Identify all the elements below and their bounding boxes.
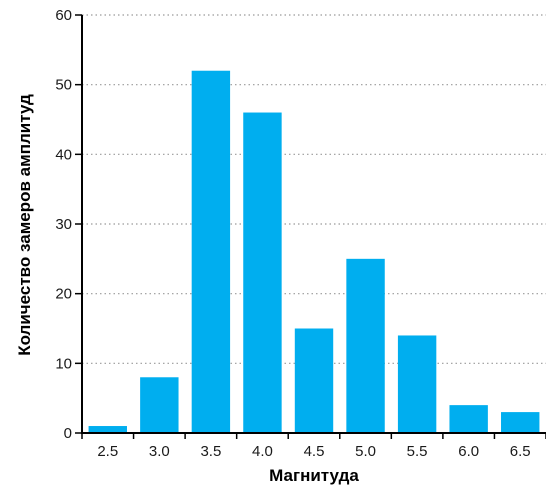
bar-4.0 bbox=[243, 112, 282, 433]
x-tick-label: 5.5 bbox=[407, 443, 428, 460]
y-tick-label: 20 bbox=[55, 286, 72, 303]
y-tick-label: 40 bbox=[55, 146, 72, 163]
x-tick-label: 2.5 bbox=[97, 443, 118, 460]
bar-6.5 bbox=[501, 412, 540, 433]
x-tick-labels: 2.5 3.0 3.5 4.0 4.5 5.0 5.5 6.0 6.5 bbox=[97, 443, 530, 460]
grid-lines bbox=[82, 14, 546, 364]
x-tick-label: 4.0 bbox=[252, 443, 273, 460]
y-tick-label: 0 bbox=[64, 425, 72, 442]
y-tick-label: 60 bbox=[55, 7, 72, 24]
bar-5.5 bbox=[397, 335, 437, 433]
x-axis-title: Магнитуда bbox=[269, 466, 359, 485]
x-tick-label: 3.0 bbox=[149, 443, 170, 460]
y-tick-labels: 0 10 20 30 40 50 60 bbox=[55, 7, 72, 442]
bars bbox=[88, 70, 540, 433]
bar-4.5 bbox=[294, 328, 334, 433]
x-tick-label: 5.0 bbox=[355, 443, 376, 460]
y-tick-label: 50 bbox=[55, 77, 72, 94]
y-tick-label: 30 bbox=[55, 216, 72, 233]
axes bbox=[75, 14, 546, 439]
x-tick-label: 3.5 bbox=[200, 443, 221, 460]
bar-3.5 bbox=[191, 70, 231, 433]
y-axis-title: Количество замеров амплитуд bbox=[15, 94, 34, 356]
bar-5.0 bbox=[346, 258, 385, 433]
y-tick-label: 10 bbox=[55, 355, 72, 372]
x-tick-label: 6.5 bbox=[510, 443, 531, 460]
bar-2.5 bbox=[88, 426, 127, 433]
bar-6.0 bbox=[449, 405, 488, 433]
x-tick-label: 6.0 bbox=[458, 443, 479, 460]
bar-3.0 bbox=[140, 377, 179, 433]
x-tick-label: 4.5 bbox=[304, 443, 325, 460]
